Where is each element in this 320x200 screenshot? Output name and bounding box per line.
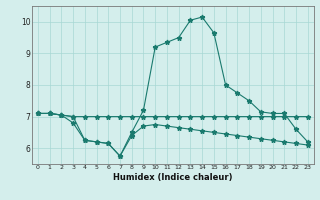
X-axis label: Humidex (Indice chaleur): Humidex (Indice chaleur) [113,173,233,182]
